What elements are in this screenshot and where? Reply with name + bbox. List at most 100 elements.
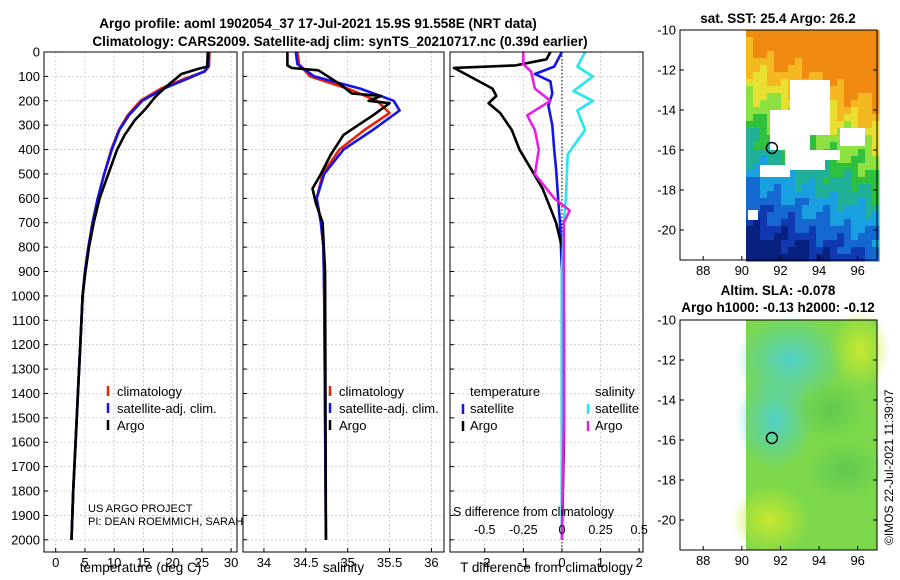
sst-cell (788, 170, 796, 178)
sst-missing-data (760, 165, 790, 177)
sst-cell (858, 37, 866, 45)
sst-cell (760, 30, 768, 38)
sst-missing-data (748, 210, 758, 220)
sst-cell (858, 72, 866, 80)
sst-cell (795, 240, 803, 248)
sst-cell (802, 37, 810, 45)
sst-cell (858, 114, 866, 122)
sst-cell (753, 37, 761, 45)
sst-cell (858, 100, 866, 108)
sst-cell (823, 233, 831, 241)
sst-cell (795, 51, 803, 59)
sst-cell (760, 100, 768, 108)
sst-cell (851, 79, 859, 87)
sst-cell (830, 142, 838, 150)
sst-cell (851, 58, 859, 66)
sst-cell (760, 72, 768, 80)
sst-cell (760, 79, 768, 87)
sst-cell (837, 198, 845, 206)
sst-cell (865, 184, 873, 192)
sst-cell (837, 37, 845, 45)
sst-cell (816, 219, 824, 227)
sst-cell (760, 219, 768, 227)
legend-label: satellite (470, 401, 514, 416)
sst-cell (844, 226, 852, 234)
sst-cell (781, 219, 789, 227)
sst-cell (844, 72, 852, 80)
sst-cell (781, 191, 789, 199)
sst-cell (802, 44, 810, 52)
sst-cell (872, 254, 880, 262)
legend-label: climatology (117, 384, 183, 399)
sst-cell (858, 30, 866, 38)
sst-cell (816, 191, 824, 199)
sst-cell (872, 51, 880, 59)
sst-cell (788, 254, 796, 262)
sst-cell (795, 191, 803, 199)
sst-cell (781, 30, 789, 38)
sst-cell (753, 254, 761, 262)
map-y-tick-label: -18 (657, 473, 676, 488)
x-axis-label: temperature (deg C) (80, 560, 202, 575)
sst-cell (767, 65, 775, 73)
sst-cell (746, 247, 754, 255)
sst-cell (837, 254, 845, 262)
sla-map-panel: Altim. SLA: -0.078 Argo h1000: -0.13 h20… (657, 283, 890, 568)
sst-cell (781, 44, 789, 52)
sst-cell (830, 37, 838, 45)
sst-cell (795, 37, 803, 45)
sst-cell (746, 226, 754, 234)
sst-cell (872, 142, 880, 150)
sst-cell (760, 205, 768, 213)
sst-cell (767, 51, 775, 59)
sst-cell (872, 205, 880, 213)
sst-cell (788, 226, 796, 234)
sst-cell (858, 205, 866, 213)
x-tick-label: 35 (340, 555, 354, 570)
sst-cell (774, 37, 782, 45)
sst-cell (809, 37, 817, 45)
sst-cell (746, 205, 754, 213)
sst-cell (823, 58, 831, 66)
sst-cell (760, 135, 768, 143)
x-axis-label: salinity (323, 560, 365, 575)
sst-cell (823, 44, 831, 52)
sst-cell (781, 51, 789, 59)
sst-cell (858, 212, 866, 220)
sst-cell (858, 240, 866, 248)
sst-cell (746, 198, 754, 206)
sst-cell (823, 65, 831, 73)
sst-cell (830, 170, 838, 178)
sst-cell (809, 51, 817, 59)
sst-missing-data (840, 128, 865, 146)
sst-cell (865, 163, 873, 171)
sst-cell (788, 65, 796, 73)
sst-cell (746, 128, 754, 136)
series-group (452, 52, 595, 540)
sst-cell (837, 65, 845, 73)
sst-cell (837, 58, 845, 66)
sst-cell (774, 30, 782, 38)
sst-cell (781, 198, 789, 206)
sst-cell (760, 107, 768, 115)
sst-cell (823, 198, 831, 206)
legend-title-temperature: temperature (470, 384, 540, 399)
sst-cell (872, 233, 880, 241)
sst-cell (872, 135, 880, 143)
sst-cell (844, 177, 852, 185)
sst-cell (858, 65, 866, 73)
series-line-argo (286, 52, 391, 540)
sst-cell (872, 121, 880, 129)
sst-cell (830, 114, 838, 122)
sst-cell (746, 93, 754, 101)
sst-cell (823, 184, 831, 192)
sla-low-region (730, 485, 810, 555)
y-tick-label: 1500 (11, 410, 40, 425)
sst-cell (816, 65, 824, 73)
legend-title-salinity: salinity (595, 384, 635, 399)
sst-cell (837, 30, 845, 38)
sst-cell (753, 107, 761, 115)
x-tick-label: 1 (597, 555, 604, 570)
sst-cell (753, 191, 761, 199)
sst-cell (802, 254, 810, 262)
